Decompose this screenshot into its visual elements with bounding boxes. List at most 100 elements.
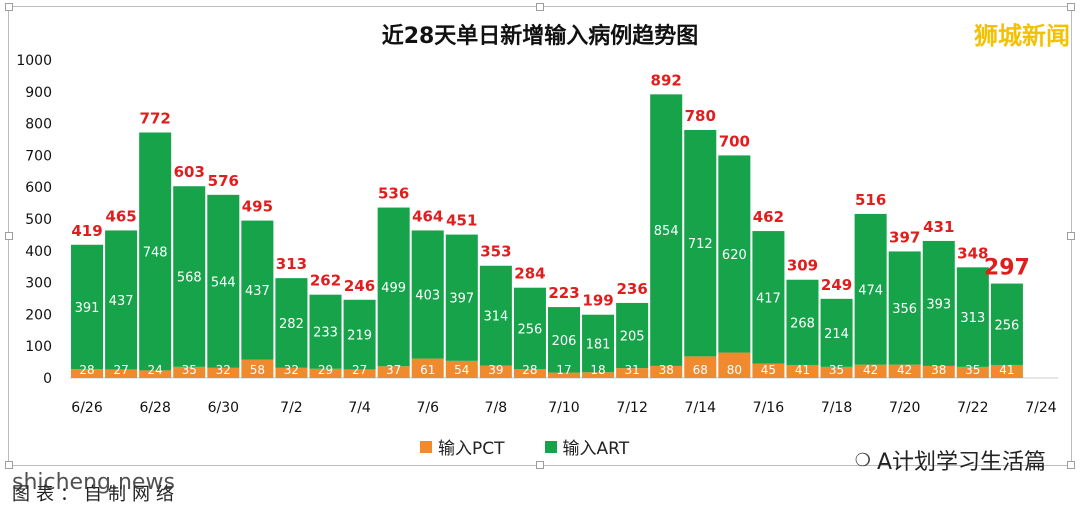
y-tick-label: 100 <box>25 339 52 355</box>
resize-handle-top-right[interactable] <box>1067 3 1075 11</box>
data-label-art: 397 <box>449 292 474 307</box>
data-label-pct: 27 <box>113 363 128 377</box>
bar-pct <box>786 364 819 378</box>
x-tick-label: 7/24 <box>1025 400 1057 416</box>
data-label-total: 495 <box>242 198 273 216</box>
bar-pct <box>854 364 887 378</box>
bar-pct <box>173 366 206 378</box>
bar-art <box>71 244 104 370</box>
data-label-pct: 58 <box>250 363 265 377</box>
data-label-art: 391 <box>75 301 100 316</box>
bar-art <box>173 186 206 367</box>
bar-art <box>650 94 683 366</box>
data-label-art: 712 <box>688 237 713 252</box>
data-label-pct: 24 <box>148 363 163 377</box>
data-label-total: 700 <box>719 132 750 150</box>
data-label-pct: 17 <box>556 363 571 377</box>
x-tick-label: 6/28 <box>139 400 170 416</box>
y-tick-label: 500 <box>25 212 52 228</box>
legend-item-art: 输入ART <box>544 434 629 459</box>
bar-art <box>820 298 853 367</box>
data-label-art: 219 <box>347 329 372 344</box>
data-label-art: 268 <box>790 316 815 331</box>
data-label-art: 620 <box>722 248 747 263</box>
data-label-pct: 29 <box>318 363 333 377</box>
data-label-total: 772 <box>140 110 171 128</box>
data-label-art: 313 <box>960 311 985 326</box>
bar-pct <box>718 352 751 378</box>
legend-label-pct: 输入PCT <box>438 439 505 459</box>
data-label-pct: 35 <box>182 363 197 377</box>
bar-art <box>513 287 546 370</box>
data-label-total: 246 <box>344 277 375 295</box>
x-tick-label: 7/14 <box>685 400 717 416</box>
resize-handle-top-left[interactable] <box>5 3 13 11</box>
y-tick-label: 0 <box>43 371 52 387</box>
x-tick-label: 7/6 <box>416 400 439 416</box>
resize-handle-bottom[interactable] <box>536 461 544 469</box>
data-label-art: 214 <box>824 327 849 342</box>
watermark-text: shicheng.news <box>12 470 175 495</box>
data-label-art: 205 <box>620 330 645 345</box>
chart-legend: 输入PCT 输入ART <box>420 434 629 459</box>
x-tick-label: 7/2 <box>280 400 303 416</box>
bar-art <box>309 294 342 369</box>
data-label-art: 748 <box>143 245 168 260</box>
data-label-art: 282 <box>279 317 304 332</box>
x-tick-label: 6/30 <box>208 400 239 416</box>
bar-art <box>854 213 887 365</box>
resize-handle-bottom-right[interactable] <box>1067 461 1075 469</box>
data-label-art: 393 <box>926 297 951 312</box>
data-label-art: 499 <box>381 281 406 296</box>
bar-art <box>752 231 785 364</box>
bar-pct <box>275 367 308 378</box>
data-label-total: 313 <box>276 255 307 273</box>
data-label-pct: 41 <box>795 363 810 377</box>
data-label-pct: 38 <box>659 363 674 377</box>
resize-handle-bottom-left[interactable] <box>5 461 13 469</box>
data-label-art: 568 <box>177 271 202 286</box>
data-label-pct: 35 <box>829 363 844 377</box>
legend-swatch-pct <box>420 440 432 453</box>
data-label-pct: 42 <box>897 363 912 377</box>
resize-handle-left[interactable] <box>5 232 13 240</box>
bar-art <box>343 299 376 370</box>
bar-art <box>956 267 989 367</box>
data-label-total: 199 <box>582 292 613 310</box>
data-label-art: 314 <box>483 310 508 325</box>
resize-handle-right[interactable] <box>1067 232 1075 240</box>
y-tick-label: 700 <box>25 148 52 164</box>
bar-pct <box>616 368 649 378</box>
bar-pct <box>105 369 138 378</box>
data-label-total: 431 <box>923 218 954 236</box>
data-label-pct: 32 <box>284 363 299 377</box>
data-label-total: 536 <box>378 185 409 203</box>
data-label-pct: 42 <box>863 363 878 377</box>
data-label-pct: 38 <box>931 363 946 377</box>
data-label-total: 297 <box>984 256 1030 281</box>
y-tick-label: 400 <box>25 244 52 260</box>
data-label-total: 249 <box>821 276 852 294</box>
data-label-art: 181 <box>586 337 611 352</box>
y-tick-label: 800 <box>25 117 52 133</box>
data-label-art: 474 <box>858 283 883 298</box>
bar-art <box>241 220 274 360</box>
data-label-art: 544 <box>211 275 236 290</box>
bar-pct <box>445 360 478 378</box>
wechat-account: ❍ A计划学习生活篇 <box>855 444 1046 476</box>
data-label-pct: 28 <box>522 363 537 377</box>
bar-art <box>616 302 649 369</box>
bar-art <box>479 265 512 366</box>
bar-pct <box>513 369 546 378</box>
bar-art <box>547 307 581 373</box>
footer-note: 图表：自制网络 <box>12 484 180 505</box>
data-label-art: 233 <box>313 326 338 341</box>
resize-handle-top[interactable] <box>536 3 544 11</box>
y-tick-label: 200 <box>25 307 52 323</box>
bar-pct <box>377 366 410 378</box>
data-label-pct: 54 <box>454 363 469 377</box>
bar-art <box>139 132 172 371</box>
data-label-pct: 68 <box>693 363 708 377</box>
wechat-icon: ❍ <box>854 449 871 471</box>
data-label-total: 465 <box>105 207 136 225</box>
